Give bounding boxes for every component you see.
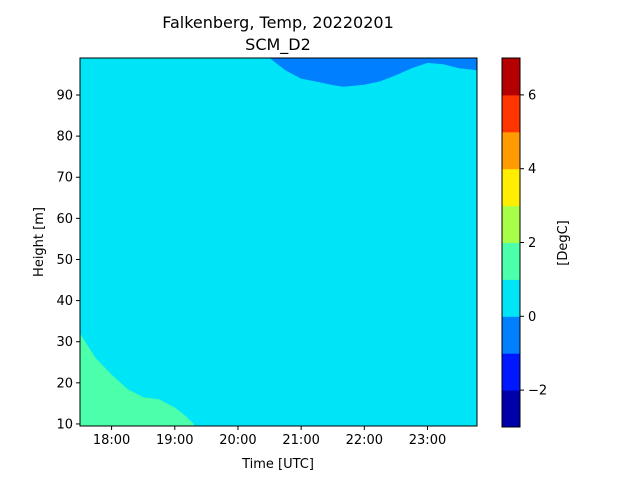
- colorbar-label: [DegC]: [556, 220, 571, 265]
- region-temp-1-to-2: [80, 333, 194, 426]
- colorbar-segment: [502, 316, 520, 354]
- region-temp-0-to-1: [80, 58, 477, 426]
- colorbar-segment: [502, 242, 520, 280]
- colorbar-segment: [502, 353, 520, 391]
- colorbar-segment: [502, 131, 520, 170]
- colorbar-segment: [502, 168, 520, 207]
- y-tick-label: 10: [56, 417, 73, 432]
- y-axis: 10 20 30 40 50 60 70 80 90: [56, 89, 80, 432]
- x-tick-label: 18:00: [93, 433, 130, 448]
- colorbar-segment: [502, 58, 520, 96]
- y-tick-label: 30: [56, 335, 73, 350]
- x-tick-label: 20:00: [219, 433, 256, 448]
- y-tick-label: 70: [56, 171, 73, 186]
- x-tick-label: 19:00: [156, 433, 193, 448]
- chart-title-line1: Falkenberg, Temp, 20220201: [162, 13, 394, 32]
- y-tick-label: 50: [56, 253, 73, 268]
- x-tick-label: 21:00: [282, 433, 319, 448]
- chart-title-line2: SCM_D2: [245, 35, 311, 55]
- y-tick-label: 90: [56, 89, 73, 104]
- x-tick-label: 23:00: [409, 433, 446, 448]
- y-tick-label: 80: [56, 130, 73, 145]
- colorbar-tick-label: 6: [528, 88, 536, 103]
- colorbar-tick-label: 2: [528, 236, 536, 251]
- colorbar-tick-label: 4: [528, 162, 536, 177]
- colorbar-segment: [502, 94, 520, 133]
- colorbar-segment: [502, 390, 520, 428]
- x-axis-label: Time [UTC]: [241, 457, 314, 472]
- colorbar-tick-label: 0: [528, 310, 536, 325]
- colorbar: −2 0 2 4 6: [501, 57, 547, 428]
- x-tick-label: 22:00: [346, 433, 383, 448]
- colorbar-tick-label: −2: [528, 384, 547, 399]
- plot-frame: [79, 57, 478, 427]
- region-temp-minus1-to-0: [269, 58, 477, 87]
- plot-area: [80, 58, 477, 426]
- colorbar-segment: [502, 279, 520, 317]
- y-tick-label: 40: [56, 294, 73, 309]
- x-axis: 18:00 19:00 20:00 21:00 22:00 23:00: [93, 426, 446, 448]
- colorbar-segment: [502, 205, 520, 243]
- y-axis-label: Height [m]: [32, 207, 47, 277]
- y-tick-label: 20: [56, 376, 73, 391]
- y-tick-label: 60: [56, 212, 73, 227]
